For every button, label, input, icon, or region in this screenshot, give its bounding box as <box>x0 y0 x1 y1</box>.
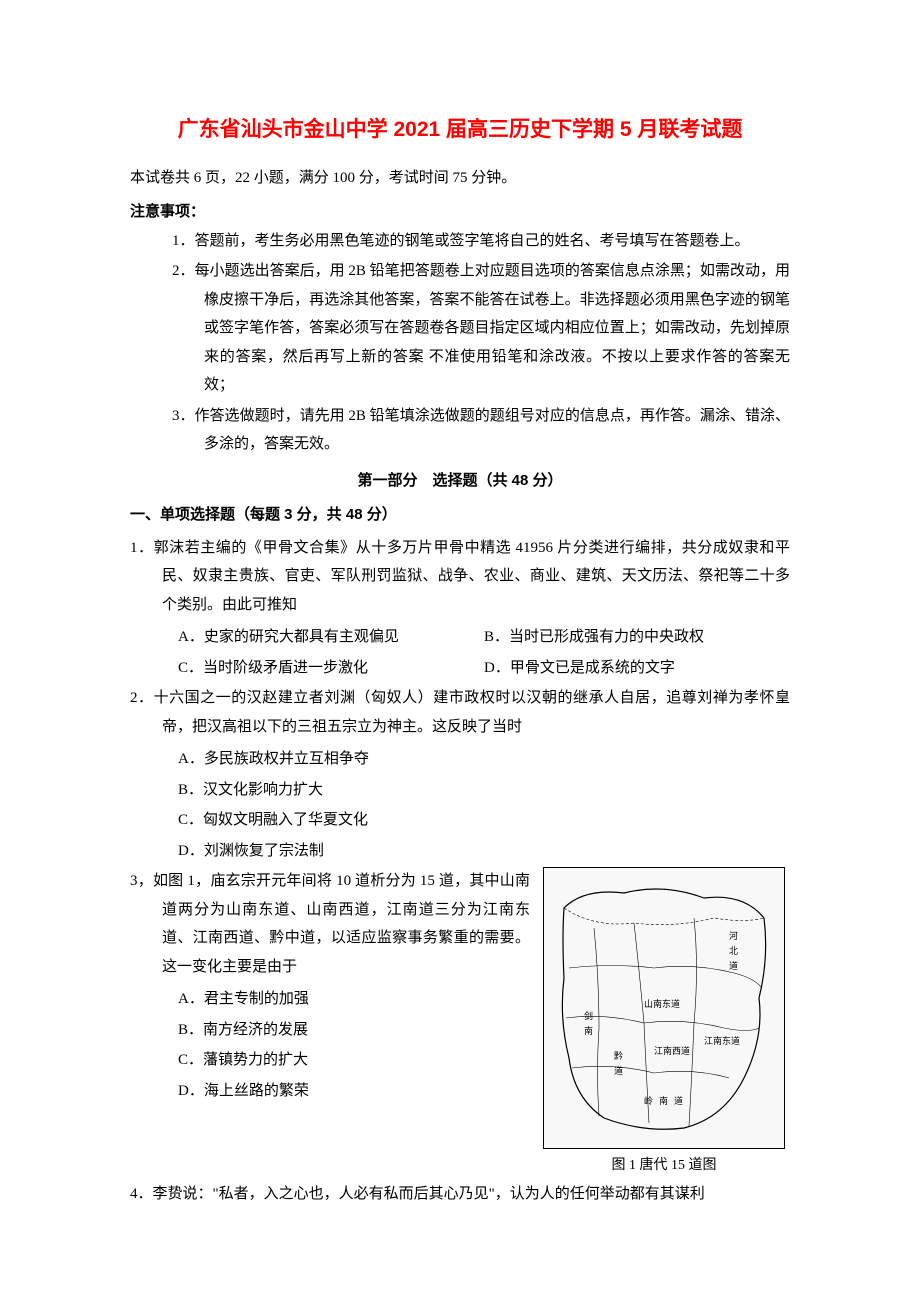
question-3-options: A．君主专制的加强 B．南方经济的发展 C．藩镇势力的扩大 D．海上丝路的繁荣 <box>130 985 530 1105</box>
option-d: D．海上丝路的繁荣 <box>178 1077 530 1106</box>
map-label: 江南东道 <box>704 1033 740 1050</box>
question-1: 1．郭沫若主编的《甲骨文合集》从十多万片甲骨中精选 41956 片分类进行编排，… <box>130 534 790 620</box>
subsection-header: 一、单项选择题（每题 3 分，共 48 分） <box>130 501 790 530</box>
exam-title: 广东省汕头市金山中学 2021 届高三历史下学期 5 月联考试题 <box>130 110 790 150</box>
option-a: A．君主专制的加强 <box>178 985 530 1014</box>
instruction-num: 1． <box>172 233 195 249</box>
question-3-left: 3，如图 1，庙玄宗开元年间将 10 道析分为 15 道，其中山南道两分为山南东… <box>130 867 530 1107</box>
question-stem: 李贽说："私者，入之心也，人必有私而后其心乃见"，认为人的任何举动都有其谋利 <box>153 1186 705 1202</box>
instruction-num: 2． <box>172 263 195 279</box>
instruction-num: 3． <box>172 408 195 424</box>
question-2: 2．十六国之一的汉赵建立者刘渊（匈奴人）建市政权时以汉朝的继承人自居，追尊刘禅为… <box>130 684 790 741</box>
option-b: B．汉文化影响力扩大 <box>178 776 790 805</box>
option-d: D．甲骨文已是成系统的文字 <box>484 654 790 683</box>
option-a: A．多民族政权并立互相争夺 <box>178 745 790 774</box>
notice-label: 注意事项： <box>130 198 790 227</box>
map-label: 道 <box>674 1093 683 1110</box>
map-label: 道 <box>729 958 738 975</box>
instruction-item: 1．答题前，考生务必用黑色笔迹的钢笔或签字笔将自己的姓名、考号填写在答题卷上。 <box>172 227 790 256</box>
option-a: A．史家的研究大都具有主观偏见 <box>178 623 484 652</box>
option-b: B．当时已形成强有力的中央政权 <box>484 623 790 652</box>
map-image: 河 北 道 山南东道 江南西道 江南东道 黔 道 剑 南 岭 南 道 <box>543 867 785 1149</box>
question-num: 2． <box>130 690 154 706</box>
instruction-text: 作答选做题时，请先用 2B 铅笔填涂选做题的题组号对应的信息点，再作答。漏涂、错… <box>195 408 790 453</box>
instruction-item: 2．每小题选出答案后，用 2B 铅笔把答题卷上对应题目选项的答案信息点涂黑；如需… <box>172 257 790 400</box>
exam-page: 广东省汕头市金山中学 2021 届高三历史下学期 5 月联考试题 本试卷共 6 … <box>0 0 920 1272</box>
map-label: 道 <box>614 1063 623 1080</box>
question-3-wrap: 3，如图 1，庙玄宗开元年间将 10 道析分为 15 道，其中山南道两分为山南东… <box>130 867 790 1180</box>
question-stem: 郭沫若主编的《甲骨文合集》从十多万片甲骨中精选 41956 片分类进行编排，共分… <box>154 540 790 613</box>
question-stem: 如图 1，庙玄宗开元年间将 10 道析分为 15 道，其中山南道两分为山南东道、… <box>153 873 530 975</box>
option-c: C．匈奴文明融入了华夏文化 <box>178 806 790 835</box>
question-4: 4．李贽说："私者，入之心也，人必有私而后其心乃见"，认为人的任何举动都有其谋利 <box>130 1180 790 1209</box>
map-label: 南 <box>584 1023 593 1040</box>
option-d: D．刘渊恢复了宗法制 <box>178 837 790 866</box>
question-1-options: A．史家的研究大都具有主观偏见 B．当时已形成强有力的中央政权 C．当时阶级矛盾… <box>130 623 790 682</box>
instructions-block: 1．答题前，考生务必用黑色笔迹的钢笔或签字笔将自己的姓名、考号填写在答题卷上。 … <box>130 227 790 459</box>
instruction-text: 答题前，考生务必用黑色笔迹的钢笔或签字笔将自己的姓名、考号填写在答题卷上。 <box>195 233 750 249</box>
section-header: 第一部分 选择题（共 48 分） <box>130 467 790 496</box>
map-label: 江南西道 <box>654 1043 690 1060</box>
option-b: B．南方经济的发展 <box>178 1016 530 1045</box>
question-3-figure: 河 北 道 山南东道 江南西道 江南东道 黔 道 剑 南 岭 南 道 图 1 唐… <box>538 867 790 1180</box>
option-c: C．藩镇势力的扩大 <box>178 1046 530 1075</box>
question-num: 4． <box>130 1186 153 1202</box>
instruction-text: 每小题选出答案后，用 2B 铅笔把答题卷上对应题目选项的答案信息点涂黑；如需改动… <box>195 263 790 393</box>
question-3: 3，如图 1，庙玄宗开元年间将 10 道析分为 15 道，其中山南道两分为山南东… <box>130 867 530 981</box>
map-label: 岭 <box>644 1093 653 1110</box>
question-num: 3， <box>130 873 153 889</box>
question-num: 1． <box>130 540 154 556</box>
exam-meta: 本试卷共 6 页，22 小题，满分 100 分，考试时间 75 分钟。 <box>130 164 790 193</box>
map-label: 南 <box>659 1093 668 1110</box>
question-stem: 十六国之一的汉赵建立者刘渊（匈奴人）建市政权时以汉朝的继承人自居，追尊刘禅为孝怀… <box>154 690 790 735</box>
map-label: 山南东道 <box>644 996 680 1013</box>
instruction-item: 3．作答选做题时，请先用 2B 铅笔填涂选做题的题组号对应的信息点，再作答。漏涂… <box>172 402 790 459</box>
option-c: C．当时阶级矛盾进一步激化 <box>178 654 484 683</box>
question-2-options: A．多民族政权并立互相争夺 B．汉文化影响力扩大 C．匈奴文明融入了华夏文化 D… <box>130 745 790 865</box>
figure-caption: 图 1 唐代 15 道图 <box>538 1153 790 1180</box>
